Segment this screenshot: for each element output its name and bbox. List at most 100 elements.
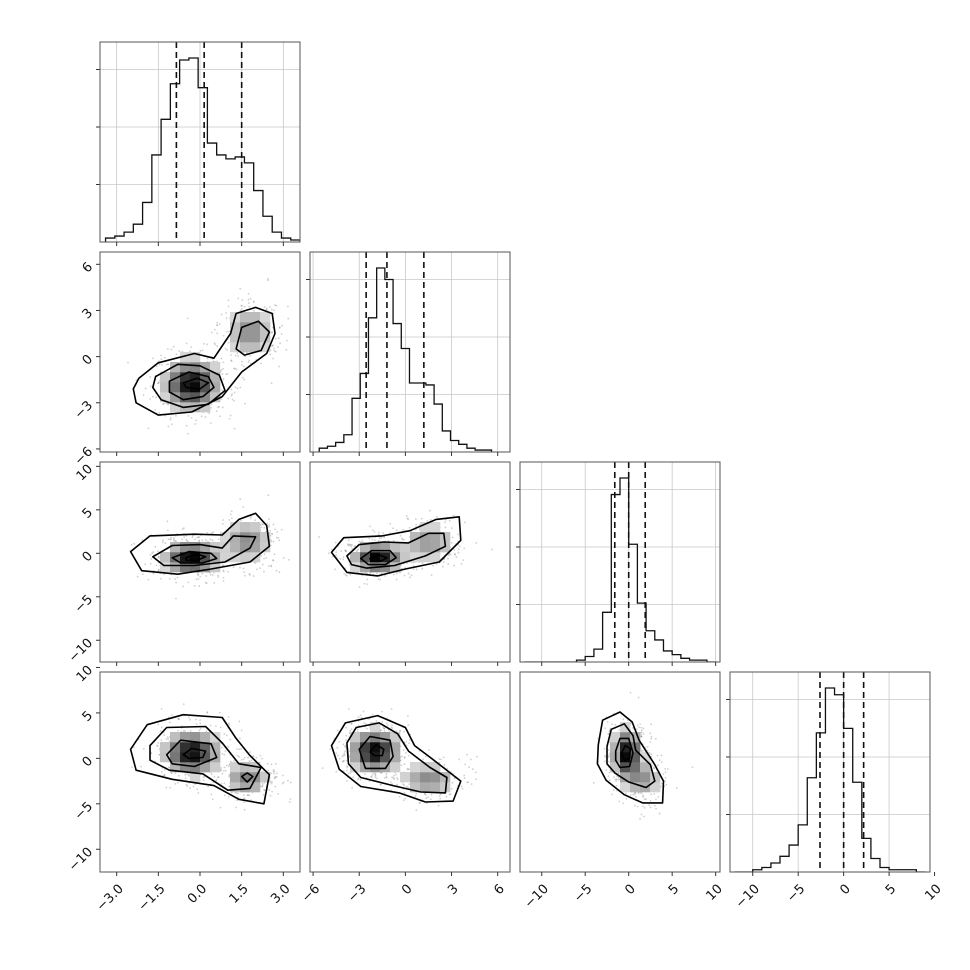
scatter-point (242, 758, 245, 761)
scatter-point (229, 513, 232, 516)
scatter-point (249, 355, 252, 357)
scatter-point (453, 564, 456, 567)
scatter-point (640, 792, 643, 795)
scatter-point (402, 538, 405, 541)
scatter-point (275, 536, 278, 539)
scatter-point (162, 403, 165, 405)
scatter-point (426, 802, 428, 805)
scatter-point (415, 523, 418, 526)
scatter-point (222, 570, 225, 573)
scatter-point (618, 728, 621, 731)
scatter-point (275, 304, 278, 307)
scatter-point (269, 305, 271, 308)
hist2d-cell (190, 562, 201, 573)
scatter-point (343, 572, 346, 575)
scatter-point (239, 566, 241, 569)
hist2d-cell (180, 562, 191, 573)
scatter-point (253, 309, 255, 312)
scatter-point (385, 773, 388, 775)
hist2d-cell (260, 332, 271, 343)
scatter-point (415, 809, 418, 812)
scatter-point (216, 321, 219, 324)
scatter-point (461, 787, 464, 790)
scatter-point (238, 748, 241, 751)
scatter-point (421, 562, 424, 565)
scatter-point (270, 564, 273, 567)
scatter-point (152, 357, 154, 360)
scatter-point (351, 543, 353, 546)
scatter-point (691, 766, 694, 769)
scatter-point (282, 557, 285, 559)
scatter-point (285, 348, 288, 351)
scatter-point (217, 776, 220, 779)
contour-level-2 (152, 535, 257, 567)
scatter-point (379, 783, 382, 786)
scatter-point (608, 771, 611, 774)
scatter-point (675, 787, 678, 789)
contour-level-2 (346, 532, 447, 569)
scatter-point (238, 720, 241, 723)
hist2d-cell (250, 542, 261, 553)
scatter-point (160, 358, 163, 361)
scatter-point (216, 324, 218, 327)
contour-level-3 (614, 737, 634, 769)
x-tick-label: −1.5 (136, 882, 169, 915)
panel-3-2 (519, 671, 721, 876)
scatter-point (231, 393, 234, 396)
hist2d-cell (160, 372, 171, 383)
hist2d-cell (410, 532, 421, 543)
panel-content (318, 509, 493, 589)
scatter-point (197, 573, 199, 576)
scatter-point (282, 774, 284, 777)
scatter-point (218, 323, 221, 325)
scatter-point (272, 770, 275, 773)
scatter-point (390, 726, 393, 729)
scatter-point (650, 793, 653, 796)
scatter-point (361, 574, 363, 577)
scatter-point (466, 753, 468, 756)
scatter-point (646, 745, 649, 748)
hist2d-cell (200, 742, 211, 753)
scatter-point (270, 763, 273, 766)
scatter-point (217, 574, 219, 577)
scatter-point (219, 806, 222, 809)
scatter-point (630, 722, 632, 724)
scatter-point (222, 569, 225, 572)
scatter-point (202, 779, 205, 782)
scatter-point (240, 519, 243, 522)
histogram-3 (734, 687, 926, 872)
scatter-point (228, 417, 231, 420)
scatter-point (408, 739, 411, 741)
scatter-point (450, 787, 453, 790)
x-tick-label: 3 (445, 882, 461, 898)
scatter-point (155, 396, 158, 399)
hist2d-cell (370, 722, 381, 733)
scatter-point (233, 391, 236, 394)
scatter-point (640, 731, 643, 734)
scatter-point (347, 543, 349, 546)
scatter-point (213, 342, 216, 345)
scatter-point (228, 723, 230, 726)
scatter-point (350, 723, 353, 725)
scatter-point (407, 724, 410, 727)
scatter-point (221, 406, 224, 409)
hist2d-cell (180, 542, 191, 553)
scatter-point (403, 730, 406, 733)
scatter-point (272, 540, 275, 543)
contour-level-2 (149, 725, 262, 792)
scatter-point (189, 729, 192, 732)
scatter-point (181, 538, 183, 541)
scatter-point (168, 716, 170, 719)
scatter-point (183, 536, 185, 539)
scatter-point (357, 716, 360, 719)
scatter-point (348, 544, 351, 547)
scatter-point (243, 305, 246, 308)
scatter-point (395, 777, 398, 779)
scatter-point (221, 522, 224, 525)
hist2d-cell (190, 752, 201, 763)
scatter-point (646, 749, 649, 752)
scatter-point (239, 386, 242, 389)
scatter-point (613, 776, 615, 778)
scatter-point (428, 749, 430, 752)
scatter-point (209, 724, 212, 727)
